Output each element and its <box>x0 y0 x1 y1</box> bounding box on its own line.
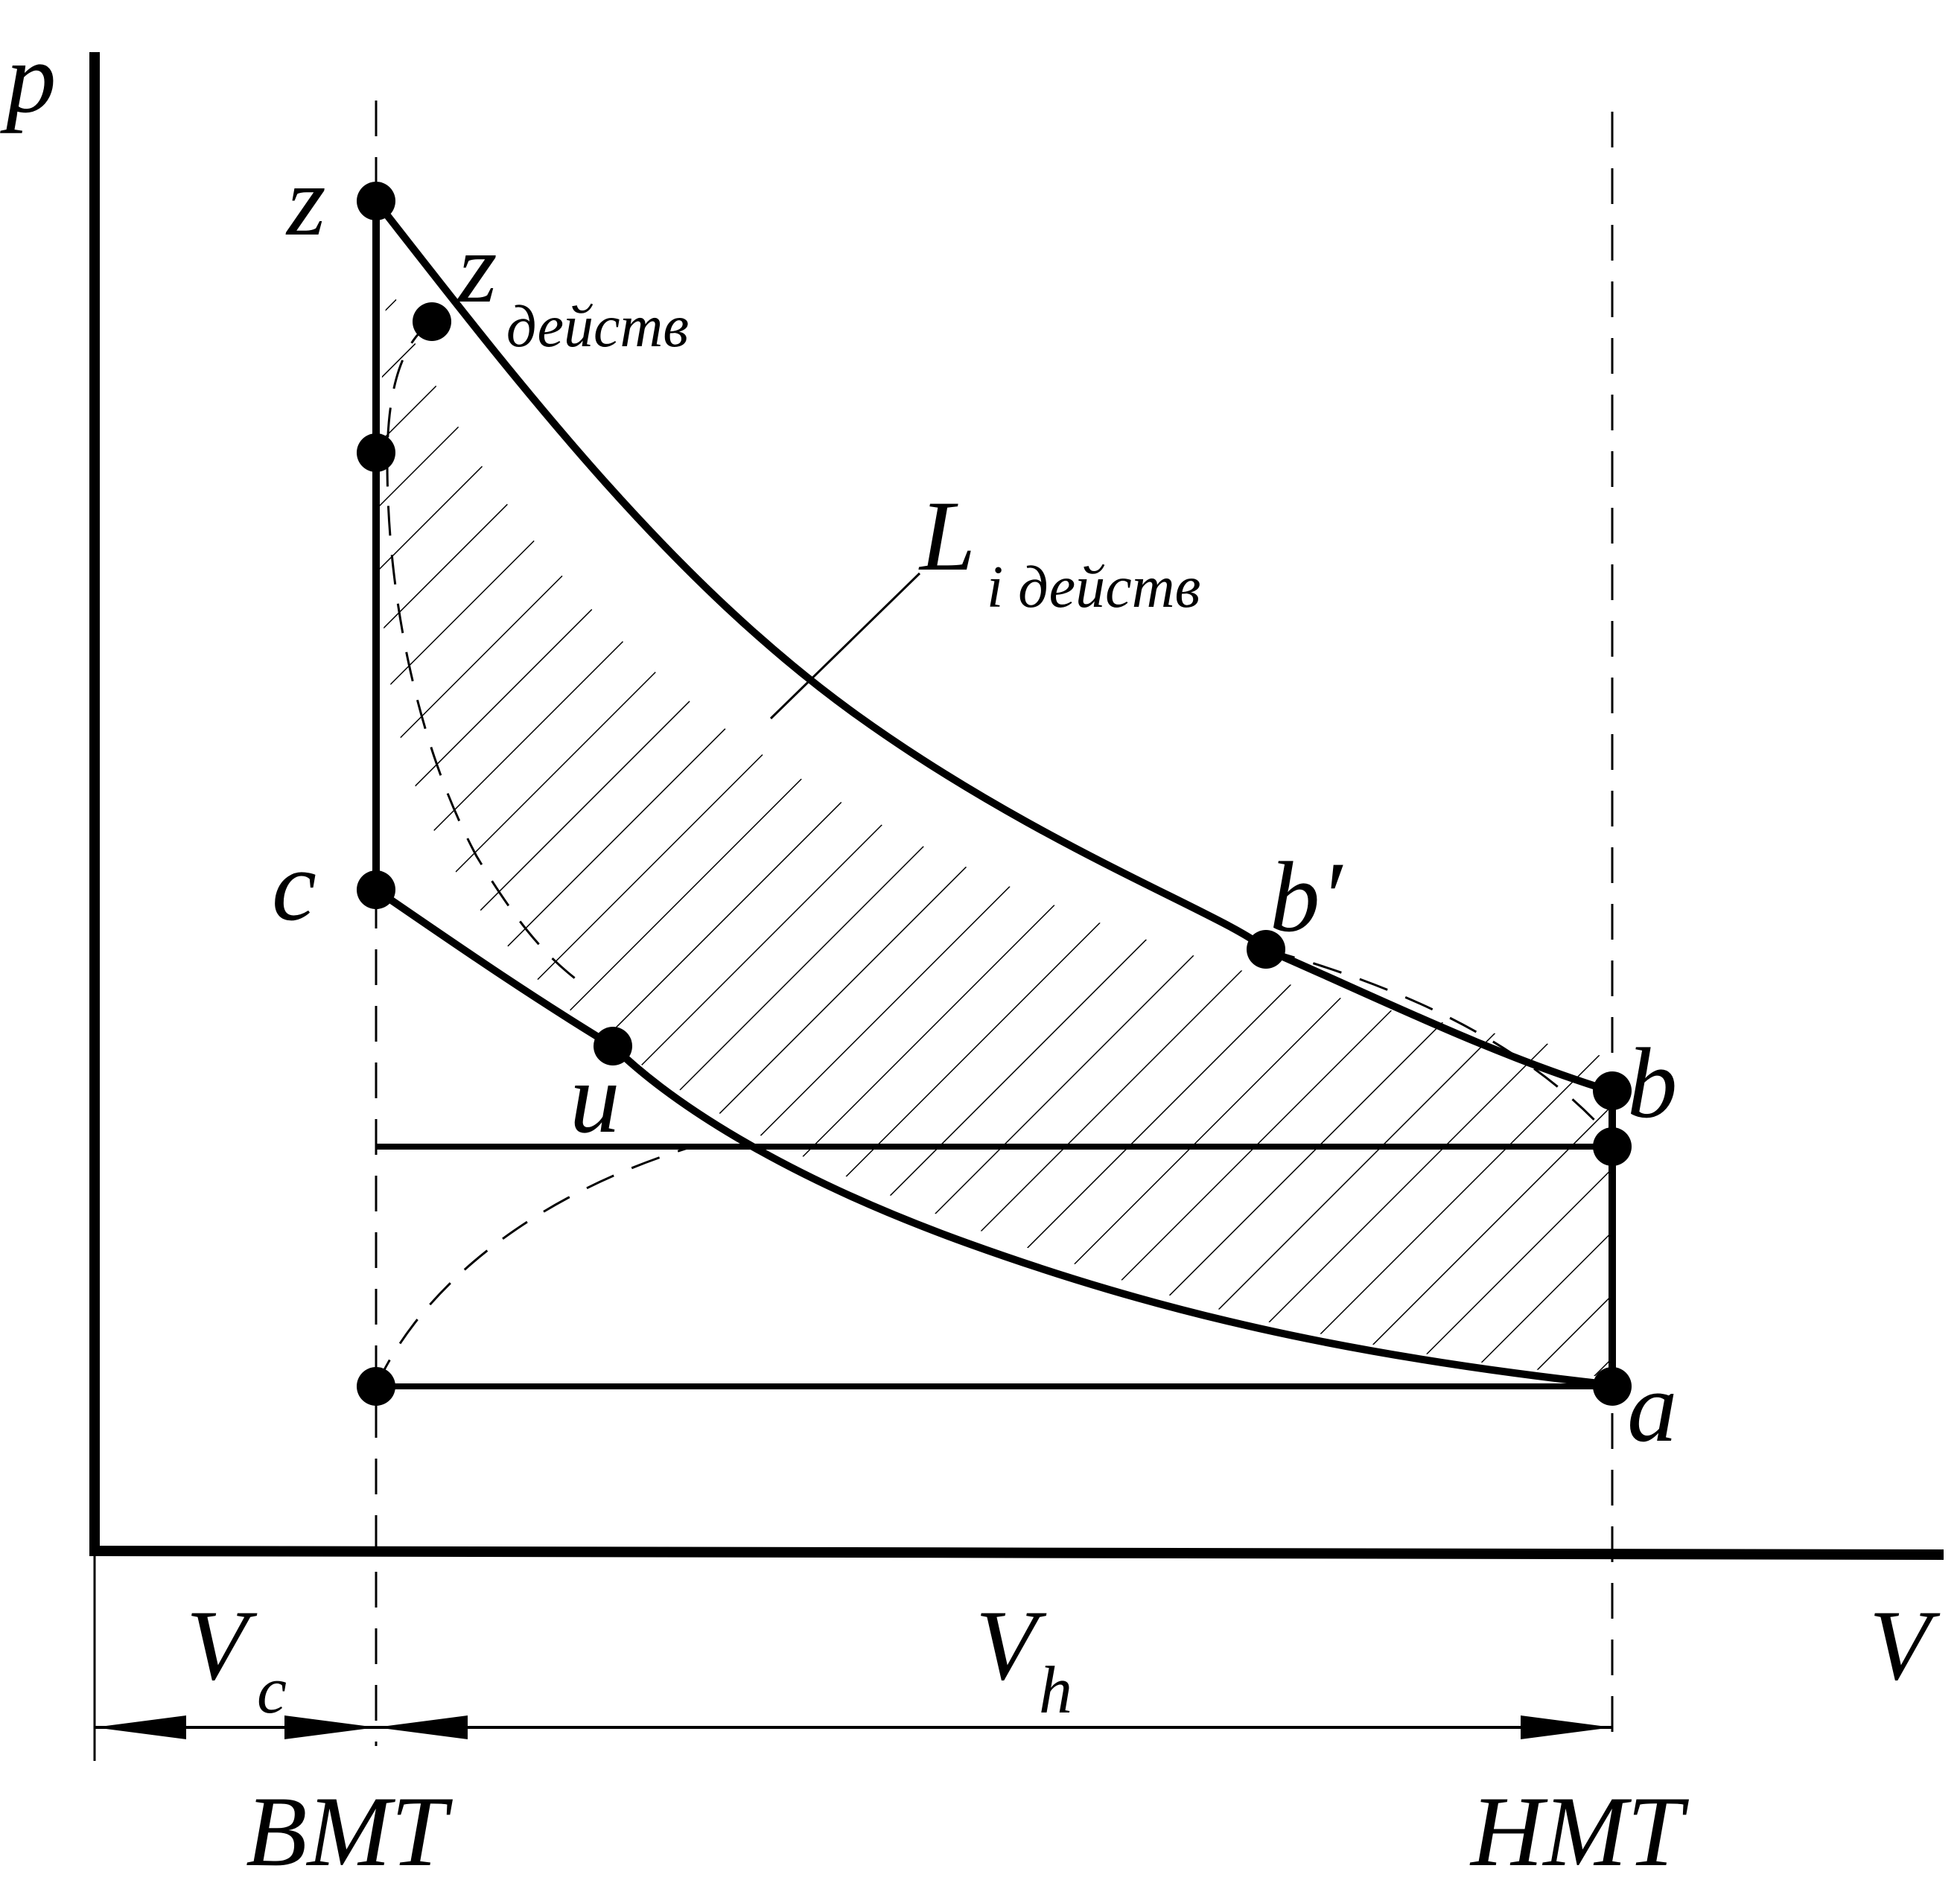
vc-left-arrow <box>95 1715 186 1739</box>
point-z-actual <box>413 302 451 341</box>
label-a: a <box>1627 1352 1678 1463</box>
vc-right-arrow <box>284 1715 376 1739</box>
label-vc: V <box>186 1590 258 1701</box>
label-vh-sub: h <box>1039 1654 1072 1727</box>
label-work: L <box>918 481 976 592</box>
point-b-prime <box>1247 930 1285 969</box>
v-axis-line <box>89 1546 1944 1560</box>
label-tdc: ВМТ <box>246 1777 454 1883</box>
label-b: b <box>1627 1028 1678 1139</box>
actual-compression-dashed <box>375 1145 693 1387</box>
point-atm-right <box>1593 1127 1632 1166</box>
label-c: c <box>272 831 316 942</box>
point-intake-left <box>357 1367 395 1406</box>
label-work-sub: i действ <box>987 555 1200 620</box>
work-area-hatch <box>377 277 1609 1377</box>
label-vc-sub: c <box>257 1654 287 1727</box>
work-leader-line <box>769 572 921 720</box>
vh-left-arrow <box>376 1715 468 1739</box>
label-b-prime: b′ <box>1270 842 1344 953</box>
point-c <box>357 870 395 909</box>
label-z-actual: z <box>456 213 497 324</box>
p-axis-label: p <box>0 23 57 134</box>
actual-exhaust-dashed <box>1265 948 1614 1140</box>
point-b <box>1593 1071 1632 1110</box>
label-z: z <box>285 146 326 257</box>
label-bdc: НМТ <box>1469 1777 1690 1883</box>
vh-right-arrow <box>1521 1715 1612 1739</box>
point-z-prime <box>357 433 395 472</box>
point-u <box>594 1027 632 1065</box>
label-u: u <box>570 1043 620 1154</box>
v-axis-label: V <box>1869 1590 1941 1701</box>
label-z-actual-sub: действ <box>506 294 689 360</box>
compression-curve-a-c <box>374 886 1613 1389</box>
label-vh: V <box>976 1590 1047 1701</box>
expansion-curve-z-b <box>373 198 1611 1095</box>
point-a <box>1593 1367 1632 1406</box>
actual-combustion-dashed <box>386 320 582 984</box>
point-z <box>357 182 395 220</box>
